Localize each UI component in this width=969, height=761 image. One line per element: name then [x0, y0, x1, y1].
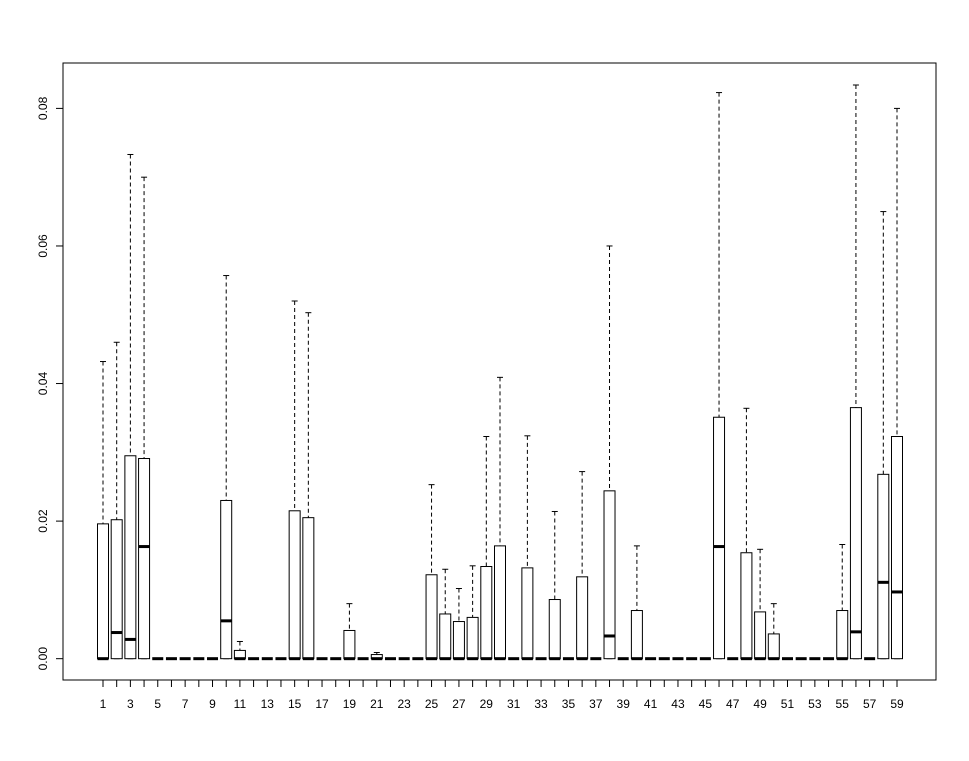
- box: [877, 473, 890, 660]
- x-tick-label: 29: [480, 697, 494, 711]
- y-tick-label: 0.04: [36, 372, 50, 396]
- box: [630, 610, 643, 660]
- x-tick-label: 17: [315, 697, 329, 711]
- box: [548, 599, 561, 660]
- x-tick-label: 49: [753, 697, 767, 711]
- x-tick-label: 5: [154, 697, 161, 711]
- x-tick-label: 21: [370, 697, 384, 711]
- x-tick-label: 55: [836, 697, 850, 711]
- y-tick-label: 0.06: [36, 234, 50, 258]
- x-tick-label: 53: [808, 697, 822, 711]
- x-tick-label: 35: [562, 697, 576, 711]
- x-tick-label: 31: [507, 697, 521, 711]
- x-tick-label: 15: [288, 697, 302, 711]
- box: [452, 621, 465, 660]
- box: [713, 416, 726, 660]
- x-tick-label: 1: [100, 697, 107, 711]
- box: [740, 552, 753, 660]
- x-tick-label: 25: [425, 697, 439, 711]
- x-tick-label: 43: [671, 697, 685, 711]
- box: [521, 567, 534, 660]
- x-tick-label: 23: [397, 697, 411, 711]
- x-tick-label: 11: [234, 697, 247, 711]
- box: [466, 616, 479, 660]
- x-tick-label: 41: [644, 697, 658, 711]
- x-tick-label: 9: [209, 697, 216, 711]
- box: [343, 629, 356, 660]
- box: [494, 545, 506, 660]
- box: [220, 499, 233, 660]
- box: [891, 436, 903, 660]
- x-tick-label: 47: [726, 697, 740, 711]
- y-tick-label: 0.02: [36, 509, 50, 533]
- box: [288, 510, 301, 660]
- box: [836, 610, 849, 660]
- y-tick-label: 0.08: [36, 96, 50, 120]
- x-tick-label: 45: [699, 697, 713, 711]
- x-tick-label: 37: [589, 697, 603, 711]
- box: [124, 455, 137, 660]
- box: [425, 574, 438, 660]
- x-tick-label: 33: [534, 697, 548, 711]
- x-tick-label: 3: [127, 697, 134, 711]
- box: [754, 611, 767, 660]
- x-tick-label: 13: [261, 697, 275, 711]
- box: [576, 576, 589, 660]
- x-tick-label: 19: [343, 697, 357, 711]
- box: [849, 407, 862, 660]
- x-tick-label: 57: [863, 697, 877, 711]
- box: [603, 490, 616, 660]
- x-tick-label: 7: [182, 697, 189, 711]
- box: [767, 633, 780, 660]
- x-tick-label: 59: [890, 697, 904, 711]
- y-tick-label: 0.00: [36, 647, 50, 671]
- box: [480, 566, 493, 660]
- box: [97, 523, 109, 660]
- x-tick-label: 51: [781, 697, 795, 711]
- x-tick-label: 39: [617, 697, 631, 711]
- box: [138, 458, 151, 660]
- box: [302, 517, 315, 660]
- x-tick-label: 27: [452, 697, 466, 711]
- box: [110, 519, 123, 660]
- box: [439, 613, 452, 660]
